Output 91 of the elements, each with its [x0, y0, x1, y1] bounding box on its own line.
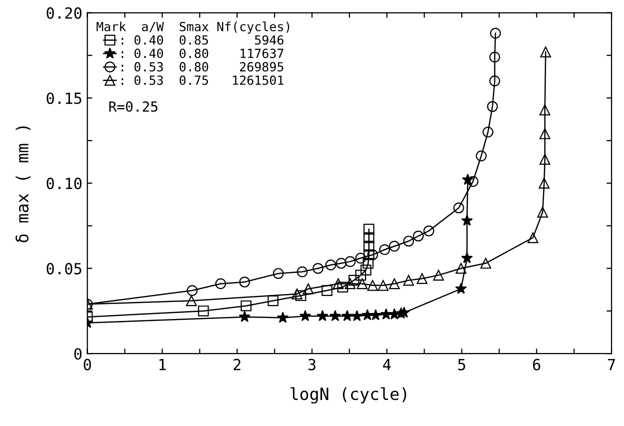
x-tick-label: 6	[533, 358, 540, 370]
point	[337, 282, 348, 293]
point	[362, 258, 374, 269]
point	[355, 252, 366, 264]
point	[416, 273, 428, 284]
point	[186, 285, 198, 296]
point	[329, 310, 342, 322]
point	[367, 280, 378, 291]
point	[461, 252, 473, 264]
point	[360, 264, 372, 276]
point	[539, 104, 550, 116]
point	[363, 240, 374, 252]
point	[537, 206, 548, 218]
point	[312, 262, 324, 274]
point	[456, 262, 466, 274]
point	[356, 278, 368, 290]
point	[299, 310, 312, 322]
x-tick-label: 7	[608, 358, 615, 370]
x-tick-label: 4	[383, 358, 391, 370]
point	[489, 76, 500, 86]
x-tick-label: 1	[159, 358, 166, 370]
point	[239, 276, 250, 288]
point	[403, 274, 414, 286]
point	[302, 283, 314, 294]
point	[341, 310, 354, 322]
x-tick-label: 5	[458, 358, 466, 370]
point	[433, 270, 444, 281]
point	[538, 178, 550, 189]
point	[489, 52, 500, 62]
legend-label: : 0.53 0.75 1261501	[122, 75, 284, 85]
point	[363, 224, 374, 235]
point	[468, 176, 478, 187]
point	[455, 282, 467, 294]
point	[403, 236, 414, 247]
point	[240, 300, 252, 312]
point	[186, 295, 197, 306]
x-axis-title: logN (cycle)	[290, 387, 406, 404]
point	[398, 306, 410, 318]
point	[540, 46, 552, 58]
point	[461, 214, 473, 226]
point	[332, 278, 344, 290]
legend-title: Mark a/W Smax Nf(cycles)	[96, 22, 290, 34]
point	[539, 154, 550, 165]
point	[296, 266, 308, 278]
point	[388, 240, 400, 252]
point	[268, 295, 278, 306]
x-tick-label: 2	[234, 358, 240, 370]
y-tick-label: 0.10	[46, 178, 82, 190]
point	[378, 280, 389, 291]
x-tick-label: 0	[84, 358, 91, 370]
y-tick-label: 0.05	[46, 262, 82, 274]
y-tick-label: 0.20	[46, 7, 82, 19]
point	[480, 258, 492, 269]
point	[490, 28, 501, 39]
legend-label: : 0.40 0.85 5946	[122, 35, 284, 45]
point	[363, 232, 374, 244]
point	[487, 101, 498, 112]
point	[344, 256, 356, 267]
point	[336, 258, 347, 269]
y-tick-label: 0.15	[46, 92, 82, 104]
point	[476, 150, 487, 162]
x-tick-label: 3	[308, 358, 316, 370]
point	[379, 244, 390, 256]
point	[215, 278, 226, 290]
point	[348, 274, 360, 286]
point	[276, 312, 289, 323]
point	[238, 310, 250, 322]
annotation: R=0.25	[109, 101, 158, 112]
point	[423, 225, 434, 236]
point	[295, 290, 306, 302]
point	[325, 260, 336, 270]
point	[539, 128, 550, 140]
point	[351, 310, 363, 322]
point	[292, 288, 302, 300]
point	[322, 285, 332, 296]
point	[355, 270, 366, 281]
point	[363, 249, 374, 260]
point	[527, 232, 538, 244]
point	[453, 202, 464, 214]
point	[272, 268, 284, 279]
legend-label: : 0.40 0.80 117637	[122, 48, 284, 58]
point	[198, 306, 209, 316]
y-axis-title: δ max ( mm )	[16, 126, 31, 242]
point	[344, 278, 356, 290]
point	[412, 230, 424, 242]
point	[380, 308, 392, 320]
point	[482, 126, 494, 138]
point	[388, 278, 400, 290]
point	[316, 310, 328, 322]
legend-label: : 0.53 0.80 269895	[122, 62, 284, 72]
y-tick-label: 0	[74, 348, 82, 360]
